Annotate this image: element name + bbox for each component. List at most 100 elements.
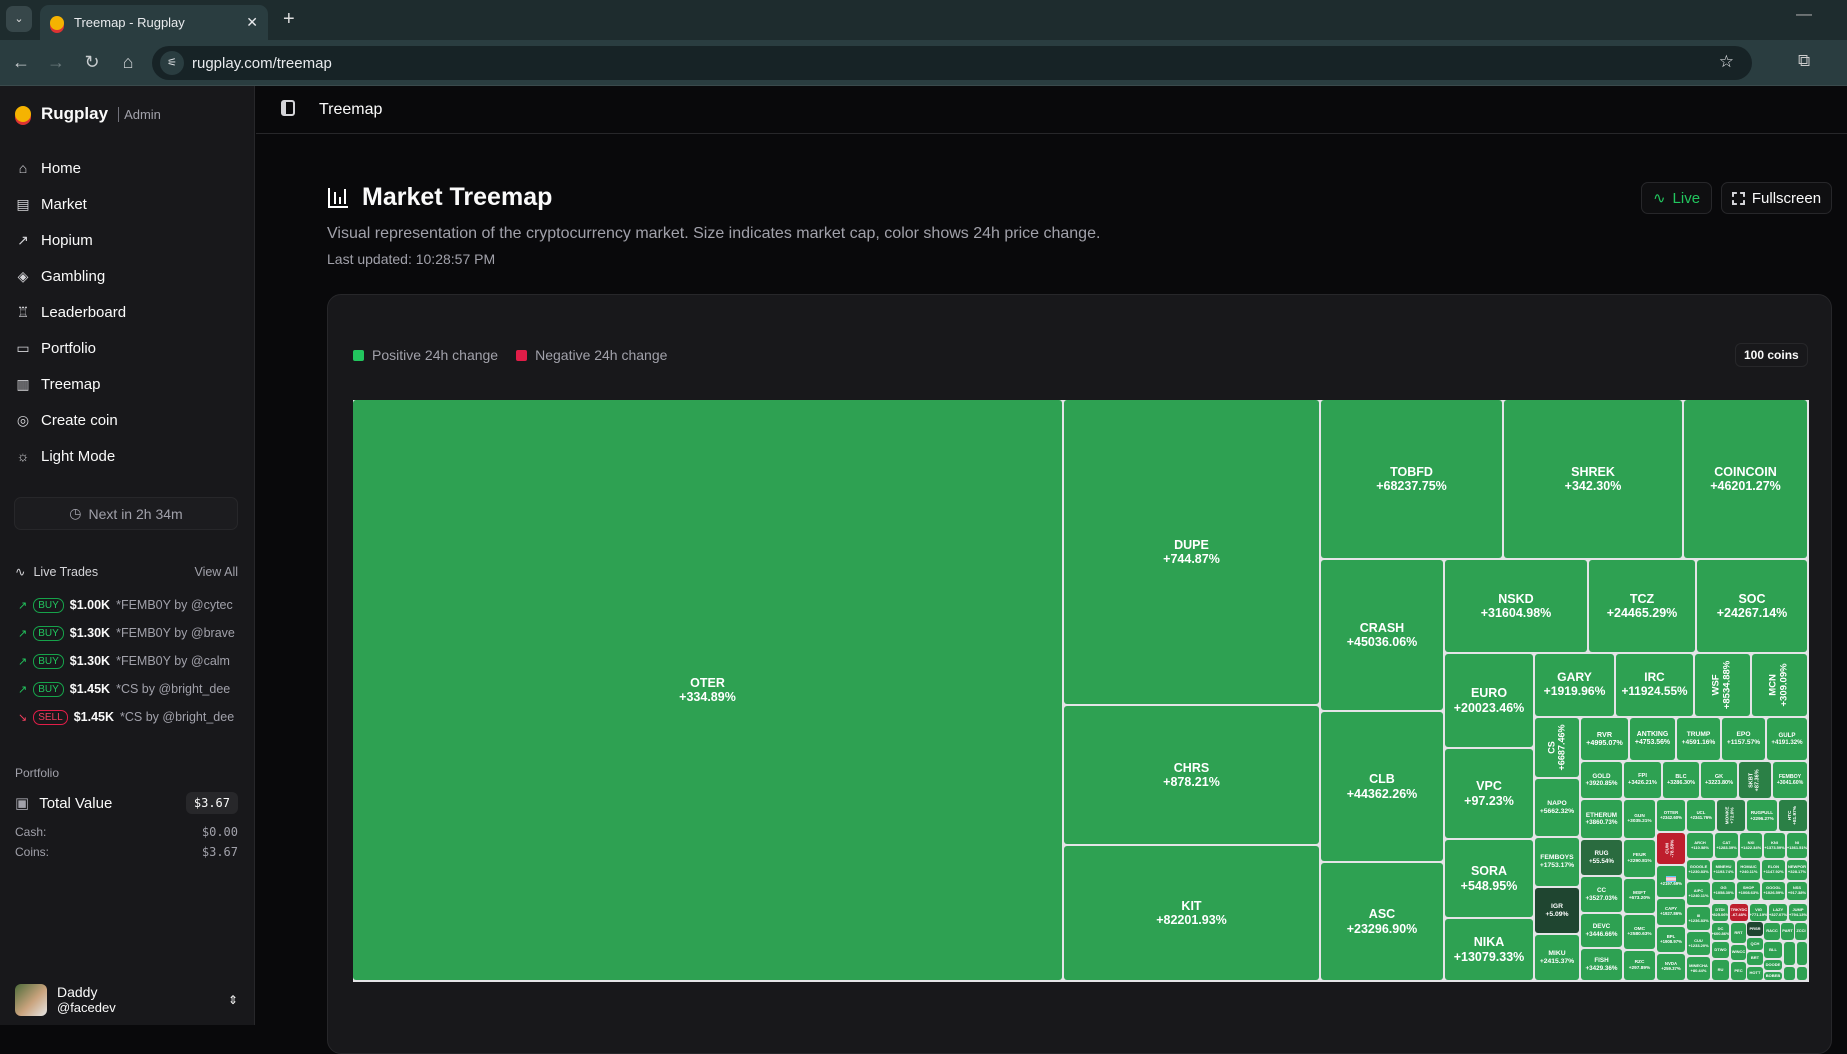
treemap-cell-rugpull[interactable]: RUGPULL +2296.27%	[1747, 800, 1777, 831]
treemap-cell-mcn[interactable]: MCN +309.09%	[1752, 654, 1807, 716]
sidebar-item-hopium[interactable]: ↗ Hopium	[15, 224, 240, 256]
trade-item[interactable]: ↗ BUY $1.30K *FEMB0Y by @brave	[18, 622, 236, 644]
treemap-cell-cuu[interactable]: CUU +1233.20%	[1687, 932, 1710, 955]
sidebar-item-treemap[interactable]: ▥ Treemap	[15, 368, 240, 400]
treemap-cell-igr[interactable]: IGR +5.09%	[1535, 888, 1579, 933]
sidebar-item-portfolio[interactable]: ▭ Portfolio	[15, 332, 240, 364]
trade-item[interactable]: ↘ SELL $1.45K *CS by @bright_dee	[18, 706, 236, 728]
live-button[interactable]: ∿ Live	[1641, 182, 1712, 214]
treemap-cell-coin[interactable]	[1797, 942, 1807, 965]
forward-icon[interactable]: →	[47, 52, 65, 72]
treemap-cell-coin[interactable]	[1784, 942, 1795, 965]
treemap-cell-kit[interactable]: KIT +82201.93%	[1064, 846, 1319, 980]
treemap-cell-wincc[interactable]: WINCC	[1731, 945, 1746, 960]
trade-item[interactable]: ↗ BUY $1.45K *CS by @bright_dee	[18, 678, 236, 700]
treemap-cell-nvda[interactable]: NVDA +259.37%	[1657, 954, 1685, 980]
treemap-cell-bll[interactable]: BLL	[1764, 942, 1782, 958]
treemap-cell-gg[interactable]: GG +1058.30%	[1712, 882, 1735, 900]
treemap-cell-miku[interactable]: MIKU +2415.37%	[1535, 935, 1579, 980]
treemap-cell-prsr[interactable]: PRSR	[1747, 922, 1763, 936]
treemap-cell-vpc[interactable]: VPC +97.23%	[1445, 749, 1533, 838]
trade-item[interactable]: ↗ BUY $1.00K *FEMB0Y by @cytec	[18, 594, 236, 616]
treemap-cell-devc[interactable]: DEVC +3446.66%	[1581, 914, 1622, 947]
treemap-cell-newpor[interactable]: NEWPOR +328.17%	[1787, 860, 1807, 880]
treemap-cell-doode[interactable]: DOODE	[1764, 960, 1782, 970]
treemap-cell-rrt[interactable]: RRT	[1731, 923, 1746, 943]
extensions-icon[interactable]: ⧉	[1798, 51, 1811, 70]
treemap-cell-minecha[interactable]: MINECHA +80.44%	[1687, 957, 1710, 980]
treemap-cell-cat[interactable]: CAT +1283.39%	[1715, 833, 1738, 858]
treemap-cell-ucl[interactable]: UCL +2341.76%	[1687, 800, 1715, 831]
treemap-cell-shop[interactable]: SHOP +1008.63%	[1737, 882, 1760, 900]
back-icon[interactable]: ←	[12, 52, 30, 72]
treemap-cell-sora[interactable]: SORA +548.95%	[1445, 840, 1533, 917]
treemap-cell-clb[interactable]: CLB +44362.26%	[1321, 712, 1443, 861]
treemap-cell-asc[interactable]: ASC +23296.90%	[1321, 863, 1443, 980]
sidebar-item-home[interactable]: ⌂ Home	[15, 152, 240, 184]
treemap-cell-brt[interactable]: BRT	[1747, 952, 1763, 965]
treemap-cell-rug[interactable]: RUG +55.54%	[1581, 840, 1622, 875]
minimize-button[interactable]: —	[1796, 6, 1812, 23]
treemap-cell-google[interactable]: GOOGLE +1230.83%	[1687, 860, 1710, 880]
treemap-cell-nss[interactable]: NSS +917.38%	[1787, 882, 1807, 900]
treemap-cell-fpi[interactable]: FPI +3426.21%	[1624, 762, 1661, 798]
treemap-cell-bobeb[interactable]: BOBEB	[1764, 972, 1782, 980]
sidebar-item-market[interactable]: ▤ Market	[15, 188, 240, 220]
reload-icon[interactable]: ↻	[84, 52, 100, 72]
user-menu[interactable]: Daddy @facedev ⇕	[15, 983, 238, 1017]
treemap-cell-femboys[interactable]: FEMBOYS +1753.17%	[1535, 838, 1579, 886]
treemap-cell-part[interactable]: PART	[1781, 923, 1794, 940]
treemap-cell-zcci[interactable]: ZCCI	[1795, 923, 1807, 940]
treemap-cell-rzc[interactable]: RZC +297.89%	[1624, 951, 1655, 980]
treemap-cell-trkydc[interactable]: TRKYDC -67.48%	[1730, 904, 1748, 921]
treemap-cell-crash[interactable]: CRASH +45036.06%	[1321, 560, 1443, 710]
treemap-cell-homaic[interactable]: HOMAIC +240.11%	[1737, 860, 1760, 880]
treemap-cell-tcz[interactable]: TCZ +24465.29%	[1589, 560, 1695, 652]
treemap-cell-antking[interactable]: ANTKING +4753.56%	[1630, 718, 1675, 760]
treemap-cell-arch[interactable]: ARCH +110.58%	[1687, 833, 1713, 858]
treemap-cell-shrek[interactable]: SHREK +342.30%	[1504, 400, 1682, 558]
treemap-cell-aipc[interactable]: AIPC +1240.11%	[1687, 882, 1710, 905]
new-tab-button[interactable]: +	[283, 8, 295, 30]
treemap-cell-feur[interactable]: FEUR +2290.81%	[1624, 840, 1655, 877]
treemap-cell-coin[interactable]	[1797, 967, 1807, 980]
treemap-cell-trump[interactable]: TRUMP +4591.16%	[1677, 718, 1720, 760]
treemap-cell-omc[interactable]: OMC +2580.63%	[1624, 915, 1655, 949]
treemap-cell-hott[interactable]: HOTT	[1747, 967, 1763, 980]
treemap-cell-cs[interactable]: CS +6687.46%	[1535, 718, 1579, 777]
treemap-cell-gk[interactable]: GK +3223.80%	[1701, 762, 1737, 798]
treemap-cell-capy[interactable]: CAPY +1927.86%	[1657, 899, 1685, 925]
treemap-cell-gary[interactable]: GARY +1919.96%	[1535, 654, 1614, 716]
treemap-cell-nxi[interactable]: NXI +1422.34%	[1740, 833, 1762, 858]
treemap-cell-htc[interactable]: HTC +81.97%	[1779, 800, 1807, 831]
treemap-cell-coin[interactable]	[1784, 967, 1795, 980]
treemap-cell-elon[interactable]: ELON +1147.92%	[1762, 860, 1785, 880]
treemap-cell-iii[interactable]: III +1236.83%	[1687, 907, 1710, 930]
tab-list-button[interactable]: ⌄	[6, 6, 32, 32]
trade-item[interactable]: ↗ BUY $1.30K *FEMB0Y by @calm	[18, 650, 236, 672]
treemap-cell-racc[interactable]: RACC	[1764, 923, 1780, 940]
treemap-cell-nskd[interactable]: NSKD +31604.98%	[1445, 560, 1587, 652]
treemap-cell-pec[interactable]: PEC	[1731, 962, 1746, 980]
treemap-cell-jump[interactable]: JUMP +794.13%	[1789, 904, 1807, 921]
treemap-cell-coincoin[interactable]: COINCOIN +46201.27%	[1684, 400, 1807, 558]
treemap-cell-napo[interactable]: NAPO +5662.32%	[1535, 779, 1579, 836]
treemap-cell-qch[interactable]: QCH	[1747, 938, 1763, 950]
brand[interactable]: Rugplay Admin	[15, 104, 161, 124]
treemap-cell-vig[interactable]: VIG +771.19%	[1750, 904, 1767, 921]
sidebar-toggle-icon[interactable]	[281, 100, 295, 116]
treemap-cell-fish[interactable]: FISH +3429.36%	[1581, 949, 1622, 980]
treemap-cell-cc[interactable]: CC +3527.03%	[1581, 877, 1622, 912]
treemap-cell-dupe[interactable]: DUPE +744.87%	[1064, 400, 1319, 704]
treemap-cell-soc[interactable]: SOC +24267.14%	[1697, 560, 1807, 652]
treemap-cell-kni[interactable]: KNI +1373.59%	[1764, 833, 1785, 858]
treemap-cell-oter[interactable]: OTER +334.89%	[353, 400, 1062, 980]
treemap-cell-lazy[interactable]: LAZY +327.07%	[1769, 904, 1787, 921]
address-bar[interactable]: ⚟ rugplay.com/treemap ☆	[152, 46, 1752, 80]
browser-tab[interactable]: Treemap - Rugplay ✕	[40, 5, 268, 40]
bookmark-star-icon[interactable]: ☆	[1718, 52, 1734, 71]
sidebar-item-light-mode[interactable]: ☼ Light Mode	[15, 440, 240, 472]
fullscreen-button[interactable]: Fullscreen	[1721, 182, 1832, 214]
treemap-cell-gun[interactable]: GUN +3035.21%	[1624, 800, 1655, 838]
treemap-cell-wsf[interactable]: WSF +8534.88%	[1695, 654, 1750, 716]
